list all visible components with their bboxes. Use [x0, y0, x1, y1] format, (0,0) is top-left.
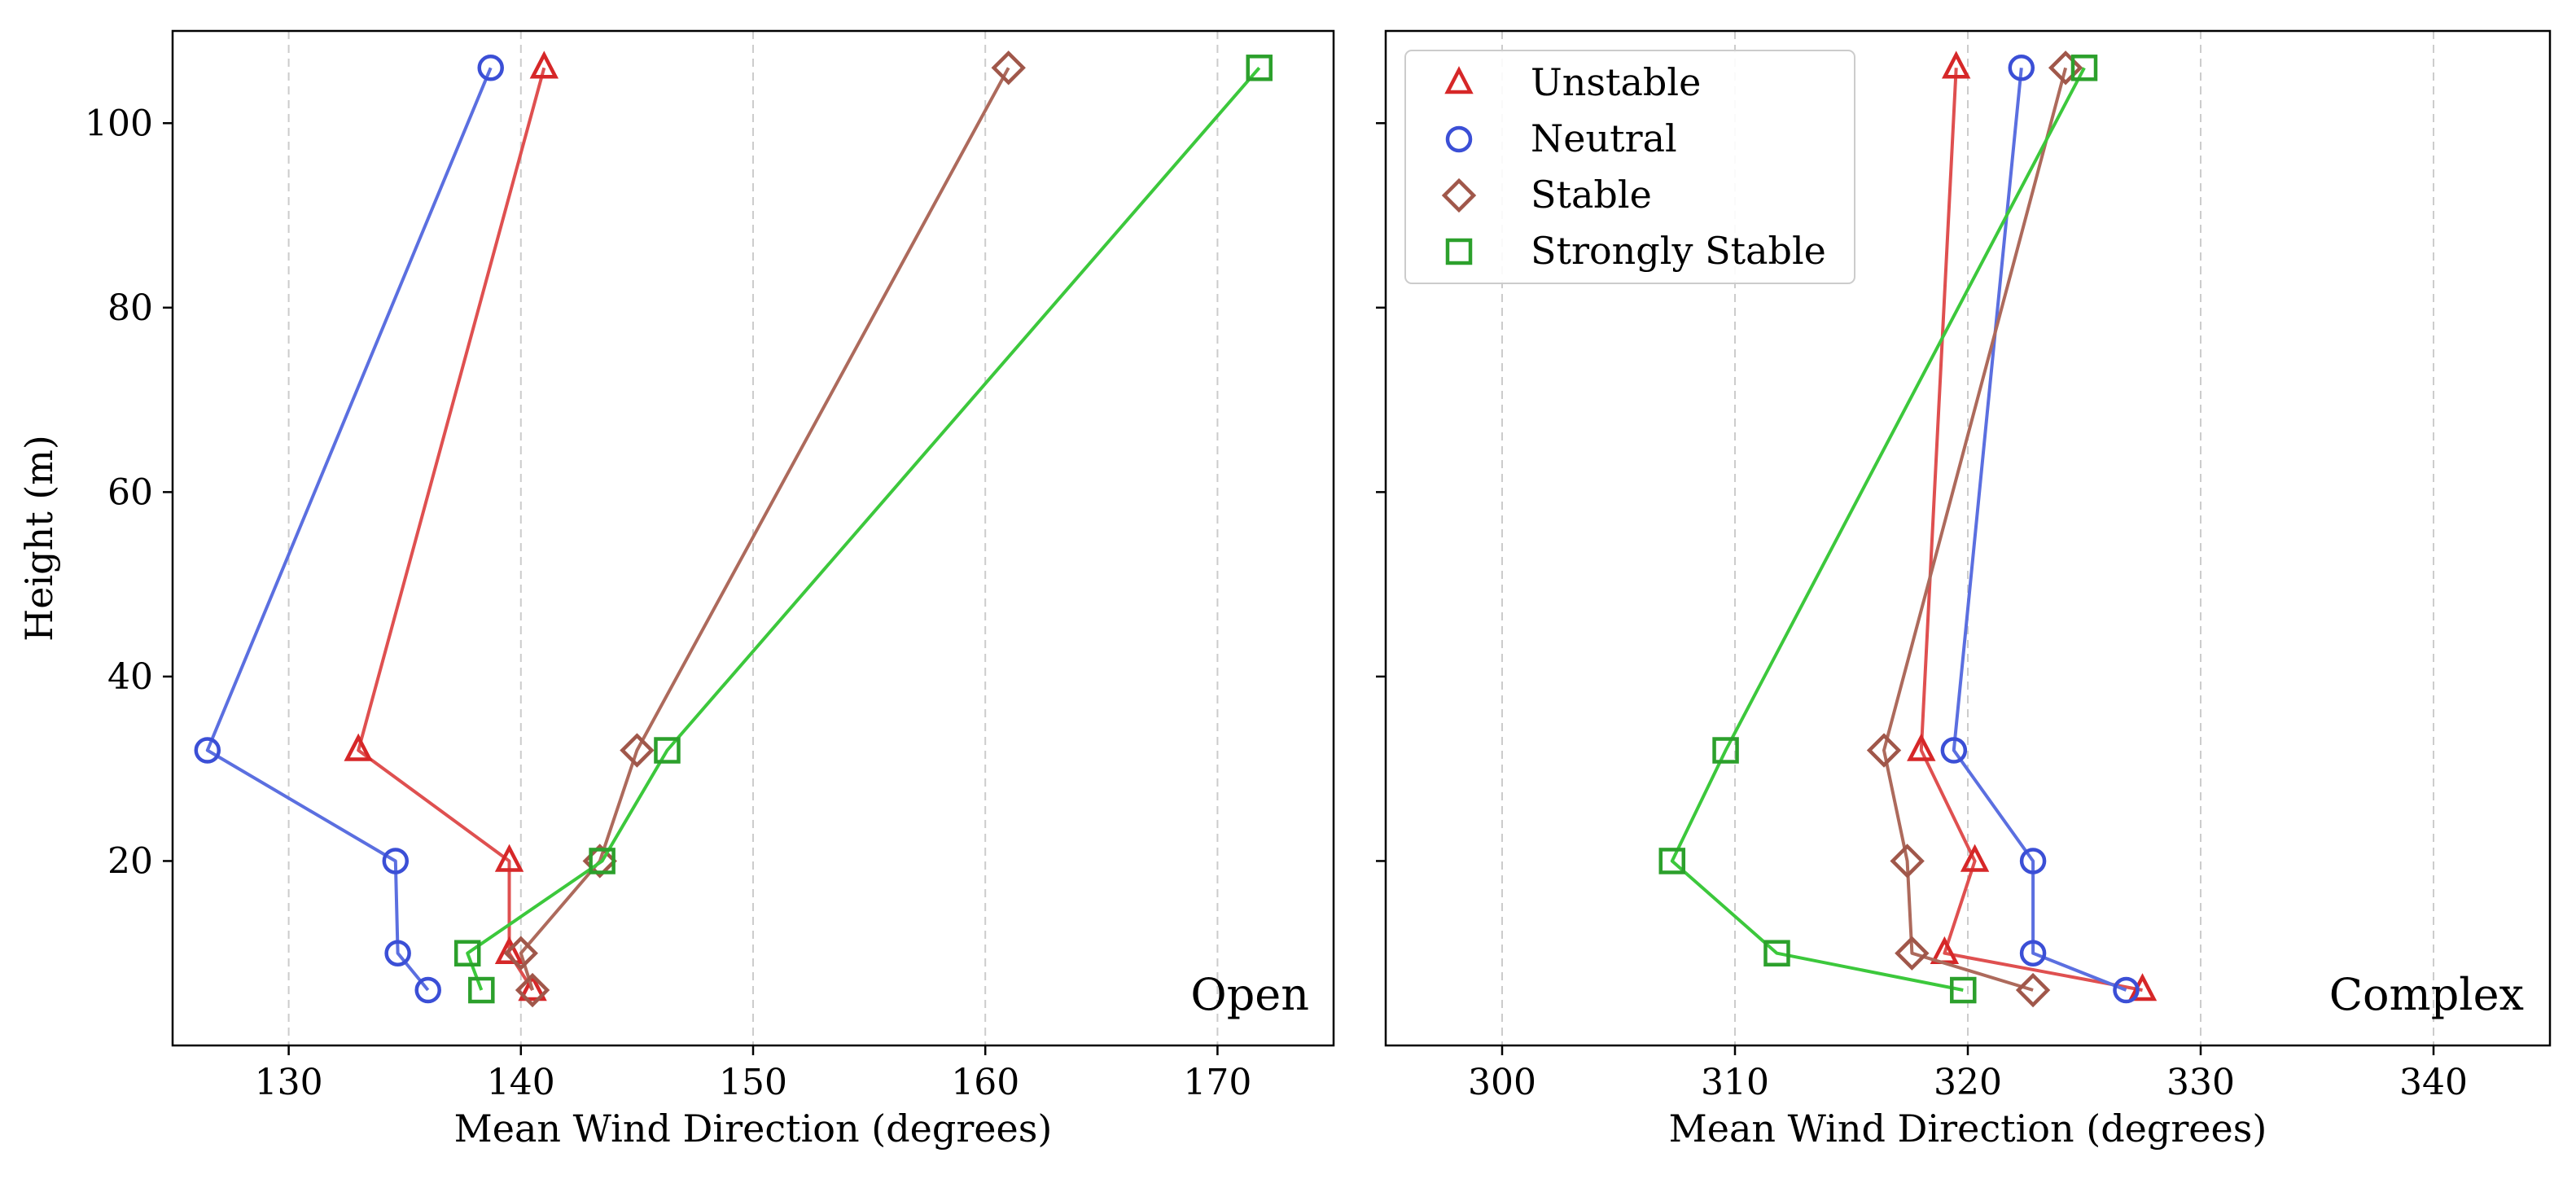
x-tick-label-complex: 320 [1934, 1062, 2002, 1103]
data-point-complex-stable [2048, 50, 2083, 85]
series-line-complex-stable [1882, 67, 2068, 992]
legend-label-neutral: Neutral [1531, 116, 1677, 160]
data-point-complex-strongly-stable [2070, 55, 2098, 81]
data-point-open-neutral [384, 940, 411, 966]
data-point-open-unstable [344, 733, 373, 761]
x-tick-label-complex: 310 [1701, 1062, 1769, 1103]
x-tick-label-open: 140 [487, 1062, 555, 1103]
data-point-open-stable [620, 733, 655, 768]
series-line-open-neutral [205, 67, 493, 992]
data-point-complex-strongly-stable [1763, 940, 1790, 966]
axes-frame-complex [1384, 29, 2552, 1047]
y-tick-label-open: 40 [107, 656, 153, 698]
series-line-complex-unstable [1919, 68, 2143, 992]
legend-marker-strongly-stable [1445, 238, 1473, 265]
legend-marker-unstable [1444, 66, 1474, 94]
series-line-complex-strongly-stable [1670, 67, 2086, 992]
legend-label-strongly-stable: Strongly Stable [1531, 229, 1826, 273]
data-point-complex-stable [2015, 972, 2051, 1008]
data-point-complex-stable [1890, 844, 1925, 879]
data-point-complex-neutral [1940, 737, 1968, 764]
y-tick-label-open: 60 [107, 471, 153, 513]
data-point-complex-unstable [1960, 844, 1990, 872]
data-point-open-stable [503, 936, 538, 971]
y-tick-label-open: 80 [107, 287, 153, 329]
data-point-open-neutral [414, 976, 441, 1004]
data-point-complex-strongly-stable [1950, 976, 1977, 1004]
data-point-complex-unstable [1941, 50, 1971, 79]
panel-complex: 300 310 320 330 340 Complex Mean Wind Direct… [1376, 29, 2552, 1151]
x-axis-label-complex: Mean Wind Direction (degrees) [1669, 1107, 2267, 1151]
data-point-open-strongly-stable [468, 976, 495, 1004]
y-tick-label-open: 100 [85, 103, 153, 144]
data-point-open-neutral [194, 737, 221, 764]
legend-label-unstable: Unstable [1531, 60, 1701, 104]
panel-label-complex: Complex [2329, 969, 2524, 1020]
data-point-open-strongly-stable [453, 940, 481, 966]
data-point-open-unstable [518, 973, 547, 1001]
y-axis-label: Height (m) [17, 435, 61, 642]
data-point-open-strongly-stable [589, 848, 616, 874]
data-point-complex-strongly-stable [1658, 848, 1686, 874]
data-point-open-strongly-stable [1246, 55, 1273, 81]
data-point-complex-strongly-stable [1712, 737, 1739, 764]
data-point-complex-neutral [2019, 940, 2047, 966]
data-point-open-stable [991, 50, 1026, 85]
axes-frame-open [171, 29, 1335, 1047]
legend-box [1404, 50, 1855, 284]
data-point-complex-stable [1895, 936, 1930, 971]
x-tick-label-open: 160 [951, 1062, 1019, 1103]
data-point-complex-neutral [2113, 976, 2140, 1004]
x-axis-label-open: Mean Wind Direction (degrees) [454, 1107, 1053, 1151]
legend-marker-stable [1441, 178, 1477, 213]
legend-marker-neutral [1445, 125, 1473, 153]
data-point-open-stable [515, 972, 550, 1008]
panel-open: 130 140 150 160 170 20 40 60 80 100 Open Mean Win… [85, 29, 1335, 1151]
series-line-complex-neutral [1952, 68, 2127, 992]
data-point-open-neutral [477, 55, 504, 81]
panel-label-open: Open [1190, 969, 1309, 1020]
x-tick-label-open: 150 [719, 1062, 787, 1103]
data-point-open-strongly-stable [654, 737, 681, 764]
x-tick-label-open: 170 [1183, 1062, 1251, 1103]
data-point-complex-stable [1866, 733, 1902, 768]
data-point-open-unstable [494, 936, 524, 964]
legend-label-stable: Stable [1531, 173, 1652, 217]
x-tick-label-complex: 300 [1468, 1062, 1536, 1103]
data-point-open-neutral [382, 848, 410, 874]
legend: Unstable Neutral Stable Strongly Stable [1404, 50, 1855, 284]
x-tick-label-complex: 330 [2166, 1062, 2235, 1103]
x-tick-label-open: 130 [255, 1062, 323, 1103]
y-tick-label-open: 20 [107, 840, 153, 882]
data-point-open-unstable [529, 50, 559, 79]
data-point-complex-neutral [2008, 55, 2035, 81]
data-point-complex-neutral [2019, 848, 2047, 874]
data-point-open-unstable [494, 844, 524, 872]
data-point-complex-unstable [1907, 733, 1936, 761]
x-tick-label-complex: 340 [2399, 1062, 2468, 1103]
